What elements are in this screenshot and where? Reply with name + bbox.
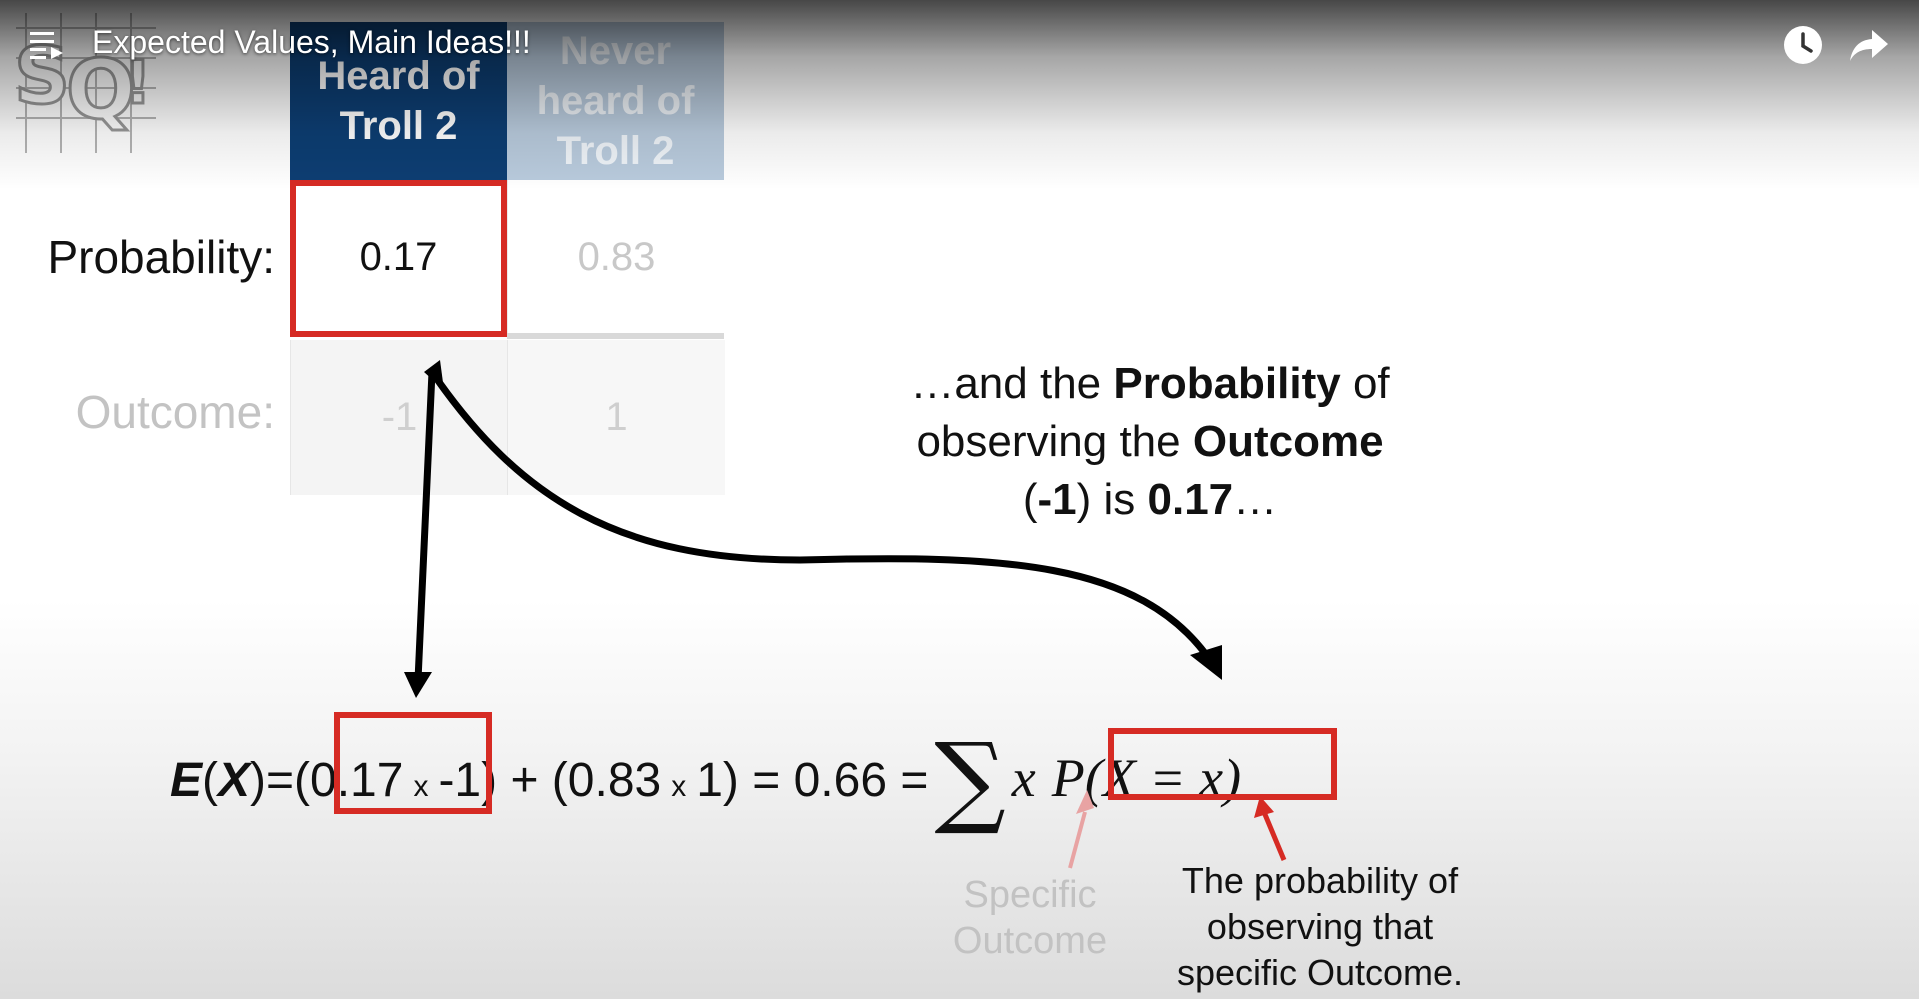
probability-note-line1: The probability of	[1181, 860, 1459, 901]
eq-term1-open: (0.17	[294, 754, 404, 807]
eq-term1-close: -1) + (0.83	[438, 754, 662, 807]
eq-term2-close: 1) = 0.66 =	[696, 754, 929, 807]
curved-arrow-to-pxx	[428, 368, 1214, 664]
arrow-specific-outcome	[1068, 811, 1087, 869]
specific-outcome-label: Specific Outcome	[930, 872, 1130, 964]
probability-note-line2: observing that	[1206, 906, 1434, 947]
probability-cell-heard: 0.17	[290, 180, 507, 335]
eq-times-1: x	[413, 770, 429, 803]
callout-open-paren: (	[1022, 475, 1038, 524]
eq-rparen: )	[250, 754, 266, 807]
specific-outcome-line2: Outcome	[952, 920, 1108, 962]
callout-mid1: of observing the	[916, 359, 1390, 466]
watch-later-icon[interactable]	[1782, 24, 1824, 66]
probability-row-label: Probability:	[47, 231, 275, 283]
arrowhead-down-left	[404, 672, 432, 698]
callout-suffix: …	[1233, 475, 1278, 524]
probability-note-line3: specific Outcome.	[1176, 952, 1464, 993]
eq-equals: =	[266, 754, 295, 807]
highlight-box-0-17	[334, 712, 492, 814]
callout-outcome: Outcome	[1192, 417, 1384, 466]
eq-X: X	[218, 754, 251, 807]
specific-outcome-line1: Specific	[963, 874, 1097, 916]
callout-probability: Probability	[1113, 359, 1341, 408]
arrowhead-down-right	[1190, 645, 1222, 680]
callout-mid2: ) is	[1076, 475, 1148, 524]
probability-note: The probability of observing that specif…	[1140, 858, 1500, 996]
outcome-cell-heard: -1	[290, 340, 508, 495]
outcome-cell-never: 1	[507, 340, 725, 495]
eq-lparen: (	[202, 754, 218, 807]
share-icon[interactable]	[1848, 26, 1890, 66]
arrow-to-equation	[414, 368, 436, 684]
callout-minus-one: -1	[1037, 475, 1077, 524]
video-title[interactable]: Expected Values, Main Ideas!!!	[92, 24, 531, 60]
callout-prefix: …and the	[910, 359, 1114, 408]
arrowhead-start	[424, 360, 444, 390]
probability-cell-never: 0.83	[507, 180, 725, 335]
outcome-row-label: Outcome:	[75, 386, 275, 438]
callout-text: …and the Probability of observing the Ou…	[850, 355, 1450, 529]
eq-times-2: x	[671, 770, 687, 803]
highlight-box-p-x-equals-x	[1108, 728, 1337, 800]
playlist-icon[interactable]	[30, 30, 64, 60]
eq-E: E	[170, 754, 203, 807]
arrow-probability-note	[1261, 811, 1287, 861]
row-separator	[507, 333, 724, 339]
callout-value: 0.17	[1147, 475, 1234, 524]
eq-x: x	[1011, 748, 1036, 808]
